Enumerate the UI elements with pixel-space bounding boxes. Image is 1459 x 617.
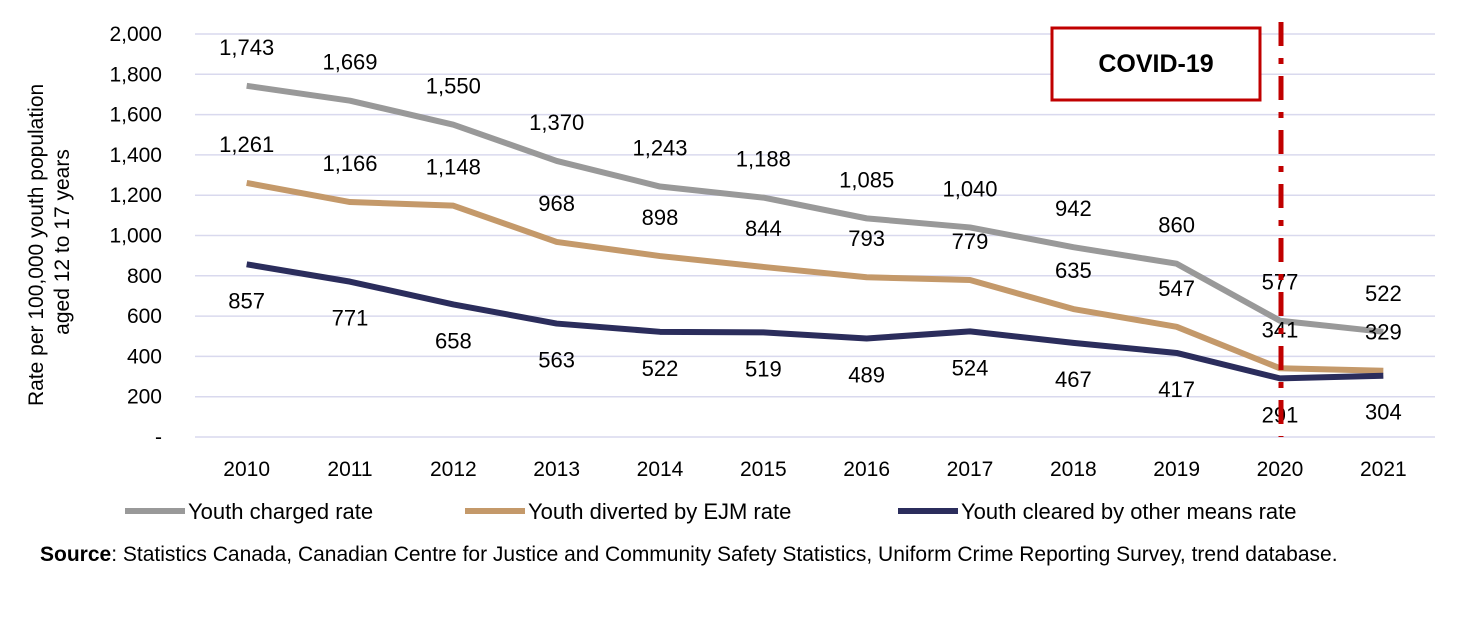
x-axis-ticks: 2010 2011 2012 2013 2014 2015 2016 2017 2018 2019… — [223, 458, 1406, 481]
data-label: 563 — [538, 348, 575, 373]
y-tick-label: 400 — [127, 345, 162, 368]
source-label: Source — [40, 543, 112, 566]
legend-entry: Youth diverted by EJM rate — [528, 499, 791, 524]
data-label: 1,243 — [632, 136, 687, 161]
y-tick-label: 200 — [127, 386, 162, 409]
data-label: 771 — [332, 306, 369, 331]
x-tick-label: 2020 — [1257, 458, 1304, 481]
legend-entry: Youth charged rate — [188, 499, 373, 524]
data-label: 1,188 — [736, 147, 791, 172]
x-tick-label: 2018 — [1050, 458, 1097, 481]
y-axis-label: Rate per 100,000 youth population aged 1… — [25, 78, 74, 406]
covid-label: COVID-19 — [1098, 50, 1213, 78]
y-tick-label: 600 — [127, 305, 162, 328]
data-label: 635 — [1055, 258, 1092, 283]
data-label: 577 — [1262, 270, 1299, 295]
data-label: 898 — [642, 205, 679, 230]
data-label: 522 — [642, 356, 679, 381]
x-tick-label: 2021 — [1360, 458, 1407, 481]
data-label: 942 — [1055, 196, 1092, 221]
x-tick-label: 2015 — [740, 458, 787, 481]
data-label: 793 — [848, 226, 885, 251]
data-label: 1,261 — [219, 132, 274, 157]
data-label: 1,040 — [942, 176, 997, 201]
data-label: 1,148 — [426, 155, 481, 180]
data-label: 417 — [1158, 377, 1195, 402]
data-label: 968 — [538, 191, 575, 216]
x-tick-label: 2019 — [1153, 458, 1200, 481]
data-label: 857 — [228, 288, 265, 313]
y-tick-label: 2,000 — [109, 23, 162, 46]
y-axis-ticks: - 200 400 600 800 1,000 1,200 1,400 1,600 1,800 2,… — [109, 23, 162, 449]
series-line-2 — [246, 179, 1384, 374]
x-tick-label: 2014 — [637, 458, 684, 481]
x-tick-label: 2010 — [223, 458, 270, 481]
x-tick-label: 2017 — [947, 458, 994, 481]
data-label: 1,166 — [322, 151, 377, 176]
data-label: 329 — [1365, 320, 1402, 345]
y-tick-label: 1,800 — [109, 63, 162, 86]
x-tick-label: 2011 — [327, 458, 372, 481]
source-text: : Statistics Canada, Canadian Centre for… — [111, 543, 1338, 566]
data-label: 547 — [1158, 276, 1195, 301]
data-label: 1,669 — [322, 50, 377, 75]
y-tick-label: 1,200 — [109, 184, 162, 207]
data-label: 779 — [952, 229, 989, 254]
y-tick-label: - — [155, 426, 162, 449]
y-tick-label: 800 — [127, 265, 162, 288]
data-label: 489 — [848, 362, 885, 387]
data-label: 524 — [952, 355, 989, 380]
legend: Youth charged rate Youth diverted by EJM … — [125, 499, 1297, 524]
covid-box — [1050, 26, 1262, 102]
data-label: 844 — [745, 216, 782, 241]
x-tick-label: 2016 — [843, 458, 890, 481]
series-line-1 — [246, 82, 1384, 335]
data-label: 1,085 — [839, 167, 894, 192]
data-label: 860 — [1158, 213, 1195, 238]
covid-annotation: COVID-19 — [1050, 26, 1262, 102]
x-tick-label: 2012 — [430, 458, 477, 481]
y-tick-label: 1,400 — [109, 144, 162, 167]
line-chart: - 200 400 600 800 1,000 1,200 1,400 1,600 1,800 2,… — [25, 22, 1435, 524]
x-tick-label: 2013 — [533, 458, 580, 481]
data-label: 519 — [745, 356, 782, 381]
legend-entry: Youth cleared by other means rate — [961, 499, 1297, 524]
source-note: Source: Statistics Canada, Canadian Cent… — [40, 540, 1340, 570]
data-label: 467 — [1055, 367, 1092, 392]
series-line-3 — [246, 261, 1384, 382]
y-tick-label: 1,600 — [109, 104, 162, 127]
data-label: 522 — [1365, 281, 1402, 306]
data-label: 304 — [1365, 400, 1402, 425]
data-label: 1,743 — [219, 35, 274, 60]
y-tick-label: 1,000 — [109, 225, 162, 248]
data-label: 1,550 — [426, 74, 481, 99]
data-label: 1,370 — [529, 110, 584, 135]
data-label: 658 — [435, 328, 472, 353]
